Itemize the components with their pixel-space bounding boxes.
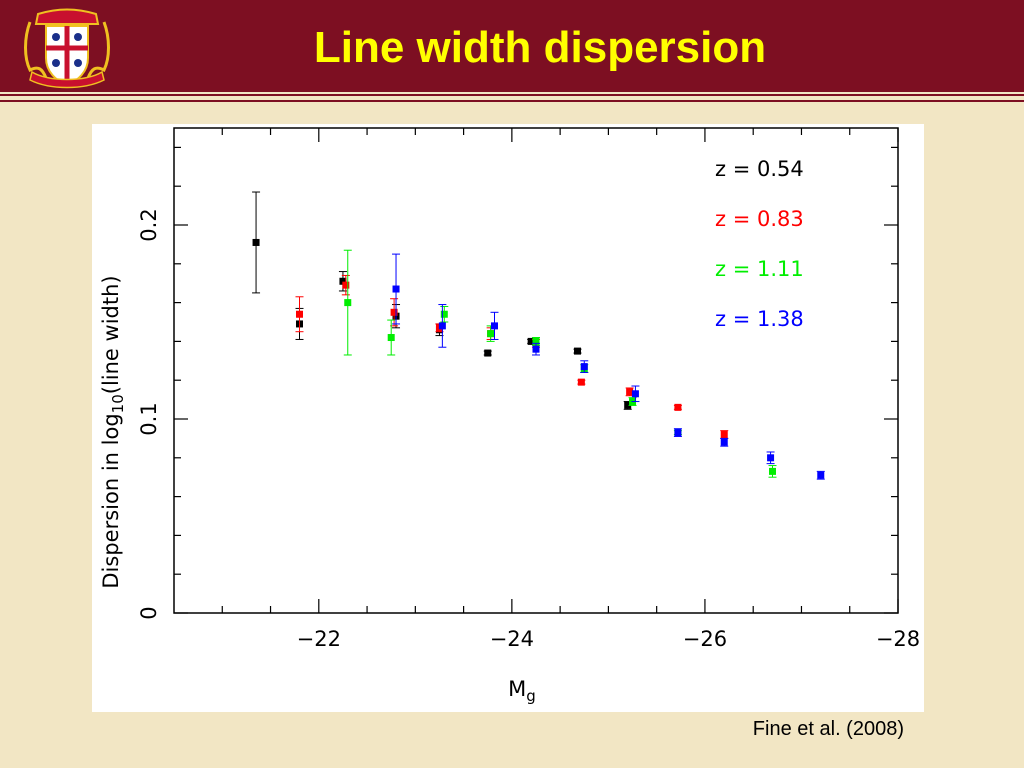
data-point (580, 360, 589, 373)
data-point (673, 428, 682, 437)
data-point (532, 342, 540, 356)
point-marker (769, 467, 777, 475)
data-point (343, 249, 352, 356)
series-3 (392, 253, 825, 480)
point-marker (720, 431, 728, 439)
data-point (392, 253, 401, 325)
point-marker (674, 403, 682, 411)
data-point (341, 274, 350, 296)
legend-entry: z = 1.11 (715, 257, 804, 281)
y-tick-label: 0.2 (137, 208, 161, 241)
x-tick-label: −28 (876, 627, 920, 651)
y-axis-label: Dispersion in log10(line width) (99, 275, 127, 588)
chart-legend: z = 0.54 z = 0.83 z = 1.11 z = 1.38 (715, 157, 804, 331)
point-marker (387, 334, 395, 342)
point-marker (252, 238, 260, 246)
chart-marks (252, 191, 825, 480)
slide-title: Line width dispersion (313, 23, 767, 72)
data-point (573, 347, 582, 355)
legend-entry: z = 0.54 (715, 157, 804, 181)
point-marker (674, 429, 682, 437)
axes-frame (173, 127, 899, 614)
header-rule-lower (0, 100, 1024, 102)
point-marker (720, 438, 728, 446)
point-marker (527, 337, 535, 345)
data-point (631, 385, 640, 403)
point-marker (817, 471, 825, 479)
y-tick-label: 0 (137, 606, 161, 619)
series-2 (343, 249, 777, 478)
point-marker (490, 322, 498, 330)
slide-header (0, 0, 1024, 92)
data-point (295, 296, 304, 333)
data-point (625, 387, 634, 397)
legend-entry: z = 1.38 (715, 307, 804, 331)
point-marker (574, 347, 582, 355)
point-marker (532, 345, 540, 353)
point-marker (344, 299, 352, 307)
point-marker (295, 310, 303, 318)
data-point (387, 319, 396, 356)
plot-panel: −22 −24 −26 −28 0 0.1 0.2 z = 0.54 z = 0.83 z = … (92, 124, 924, 712)
point-marker (767, 454, 775, 462)
legend-entry: z = 0.83 (715, 207, 804, 231)
point-marker (339, 277, 347, 285)
point-marker (487, 330, 495, 338)
point-marker (580, 363, 588, 371)
data-point (490, 311, 499, 340)
point-marker (577, 378, 585, 386)
university-crest-icon (24, 8, 110, 89)
data-point (768, 465, 777, 478)
data-point (483, 349, 492, 357)
point-marker (532, 337, 540, 345)
header-rule (0, 94, 1024, 96)
citation-text: Fine et al. (2008) (752, 718, 904, 740)
data-point (816, 470, 825, 480)
series-0 (252, 191, 632, 410)
point-marker (484, 349, 492, 357)
data-point (673, 403, 682, 411)
data-point (440, 305, 449, 323)
point-marker (440, 310, 448, 318)
point-marker (392, 285, 400, 293)
data-point (390, 298, 399, 327)
data-point (720, 430, 729, 439)
data-point (720, 437, 729, 447)
x-tick-label: −24 (490, 627, 534, 651)
plot-frame (173, 127, 899, 614)
point-marker (626, 388, 634, 396)
axis-ticks: −22 −24 −26 −28 0 0.1 0.2 (137, 128, 920, 651)
x-tick-label: −22 (297, 627, 341, 651)
data-point (252, 191, 261, 294)
point-marker (624, 401, 632, 409)
series-1 (295, 274, 729, 439)
point-marker (342, 281, 350, 289)
x-tick-label: −26 (683, 627, 727, 651)
x-axis-label: Mg (508, 677, 536, 705)
data-point (577, 378, 586, 386)
point-marker (390, 308, 398, 316)
y-tick-label: 0.1 (137, 402, 161, 435)
point-marker (631, 390, 639, 398)
data-point (766, 451, 775, 465)
data-point (438, 304, 447, 348)
point-marker (438, 322, 446, 330)
